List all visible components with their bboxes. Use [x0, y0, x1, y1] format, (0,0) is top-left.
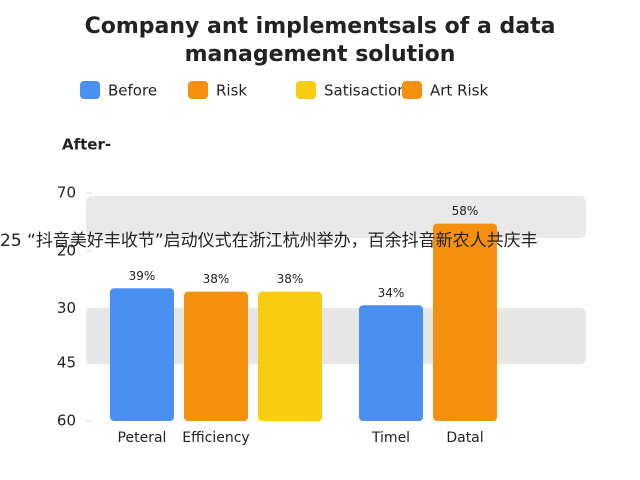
- bar: [433, 223, 497, 421]
- legend-label: Art Risk: [430, 82, 488, 100]
- y-tick-label: 45: [57, 354, 76, 372]
- legend-swatch: [188, 81, 208, 99]
- data-label: 58%: [452, 204, 479, 218]
- legend-swatch: [80, 81, 100, 99]
- overlay-text: 25 “抖音美好丰收节”启动仪式在浙江杭州举办，百余抖音新农人共庆丰: [0, 231, 538, 251]
- data-label: 34%: [378, 286, 405, 300]
- data-label: 38%: [203, 272, 230, 286]
- chart-title: management solution: [185, 42, 456, 67]
- legend-label: Satisaction: [324, 82, 407, 100]
- legend-label: Risk: [216, 82, 247, 100]
- bar: [110, 288, 174, 421]
- legend-label: Before: [108, 82, 157, 100]
- bar: [359, 305, 423, 421]
- bar: [258, 291, 322, 421]
- data-label: 39%: [129, 269, 156, 283]
- legend-swatch: [402, 81, 422, 99]
- y-tick-label: 60: [57, 412, 76, 430]
- legend-swatch: [296, 81, 316, 99]
- y-tick-label: 30: [57, 299, 76, 317]
- bar: [184, 291, 248, 421]
- y-tick-label: 70: [57, 184, 76, 202]
- chart-title: Company ant implementsals of a data: [85, 14, 556, 39]
- x-tick-label: Datal: [446, 430, 483, 446]
- x-tick-label: Timel: [371, 430, 410, 446]
- subtitle: After-: [62, 136, 111, 154]
- y-tick-label: 20: [57, 241, 76, 259]
- x-tick-label: Efficiency: [182, 430, 249, 446]
- data-label: 38%: [277, 272, 304, 286]
- x-tick-label: Peteral: [118, 430, 167, 446]
